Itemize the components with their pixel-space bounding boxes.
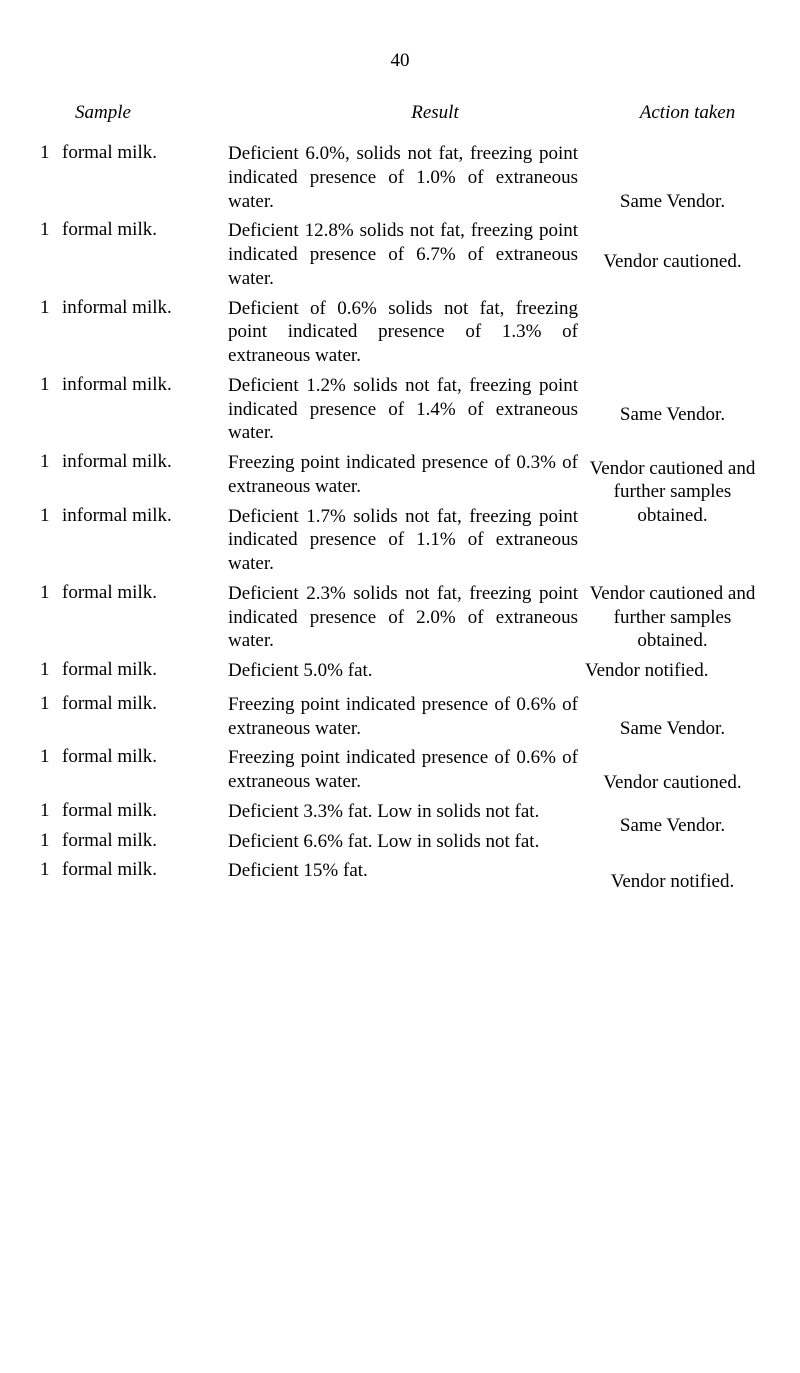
result-text: Freezing point indicated presence of 0.6… <box>228 693 594 741</box>
action-text: Same Vendor. <box>585 717 760 741</box>
result-text: Deficient 12.8% solids not fat, freezing… <box>228 219 594 290</box>
action-text: Vendor cautioned and further samples obt… <box>585 582 760 653</box>
sample-type: formal milk. <box>62 142 228 164</box>
column-headers: Sample Result Action taken <box>40 102 760 124</box>
sample-group: 1 formal milk. Deficient 5.0% fat. Vendo… <box>40 659 760 683</box>
table-row: 1 informal milk. Deficient of 0.6% solid… <box>40 297 760 368</box>
count: 1 <box>40 830 62 852</box>
count: 1 <box>40 693 62 715</box>
count: 1 <box>40 451 62 473</box>
sample-group: 1 formal milk. Deficient 2.3% solids not… <box>40 582 760 653</box>
action-text: Vendor cautioned. <box>585 250 760 274</box>
count: 1 <box>40 659 62 681</box>
result-text: Deficient 1.7% solids not fat, freezing … <box>228 505 594 576</box>
action-text: Vendor cautioned and further samples obt… <box>585 457 760 528</box>
result-text: Deficient 6.6% fat. Low in solids not fa… <box>228 830 594 854</box>
page: 40 Sample Result Action taken 1 formal m… <box>0 0 800 1373</box>
sample-type: formal milk. <box>62 746 228 768</box>
result-text: Deficient 2.3% solids not fat, freezing … <box>228 582 594 653</box>
sample-group: 1 formal milk. Deficient 6.0%, solids no… <box>40 142 760 291</box>
result-text: Freezing point indicated presence of 0.6… <box>228 746 594 794</box>
count: 1 <box>40 800 62 822</box>
sample-type: formal milk. <box>62 693 228 715</box>
action-text: Vendor notified. <box>585 870 760 894</box>
sample-group: 1 formal milk. Deficient 3.3% fat. Low i… <box>40 800 760 883</box>
sample-type: formal milk. <box>62 219 228 241</box>
sample-group: 1 formal milk. Freezing point indicated … <box>40 693 760 794</box>
result-text: Deficient 1.2% solids not fat, freezing … <box>228 374 594 445</box>
result-text: Deficient 5.0% fat. <box>228 659 594 683</box>
result-text: Freezing point indicated presence of 0.3… <box>228 451 594 499</box>
page-number: 40 <box>40 50 760 72</box>
sample-type: formal milk. <box>62 582 228 604</box>
count: 1 <box>40 142 62 164</box>
header-result: Result <box>265 102 605 124</box>
sample-type: informal milk. <box>62 451 228 473</box>
count: 1 <box>40 859 62 881</box>
count: 1 <box>40 297 62 319</box>
sample-group: 1 informal milk. Deficient of 0.6% solid… <box>40 297 760 576</box>
result-text: Deficient 3.3% fat. Low in solids not fa… <box>228 800 594 824</box>
count: 1 <box>40 374 62 396</box>
action-text: Same Vendor. <box>585 403 760 427</box>
sample-type: formal milk. <box>62 859 228 881</box>
sample-type: formal milk. <box>62 659 228 681</box>
action-text: Same Vendor. <box>585 190 760 214</box>
header-action: Action taken <box>605 102 760 124</box>
result-text: Deficient of 0.6% solids not fat, freezi… <box>228 297 594 368</box>
sample-type: informal milk. <box>62 505 228 527</box>
result-text: Deficient 6.0%, solids not fat, freezing… <box>228 142 594 213</box>
sample-type: formal milk. <box>62 800 228 822</box>
sample-type: formal milk. <box>62 830 228 852</box>
count: 1 <box>40 746 62 768</box>
sample-type: informal milk. <box>62 297 228 319</box>
sample-type: informal milk. <box>62 374 228 396</box>
result-text: Deficient 15% fat. <box>228 859 594 883</box>
action-text: Vendor notified. <box>585 659 760 683</box>
count: 1 <box>40 219 62 241</box>
header-sample: Sample <box>40 102 265 124</box>
count: 1 <box>40 505 62 527</box>
count: 1 <box>40 582 62 604</box>
action-text: Vendor cautioned. <box>585 771 760 795</box>
action-text: Same Vendor. <box>585 814 760 838</box>
